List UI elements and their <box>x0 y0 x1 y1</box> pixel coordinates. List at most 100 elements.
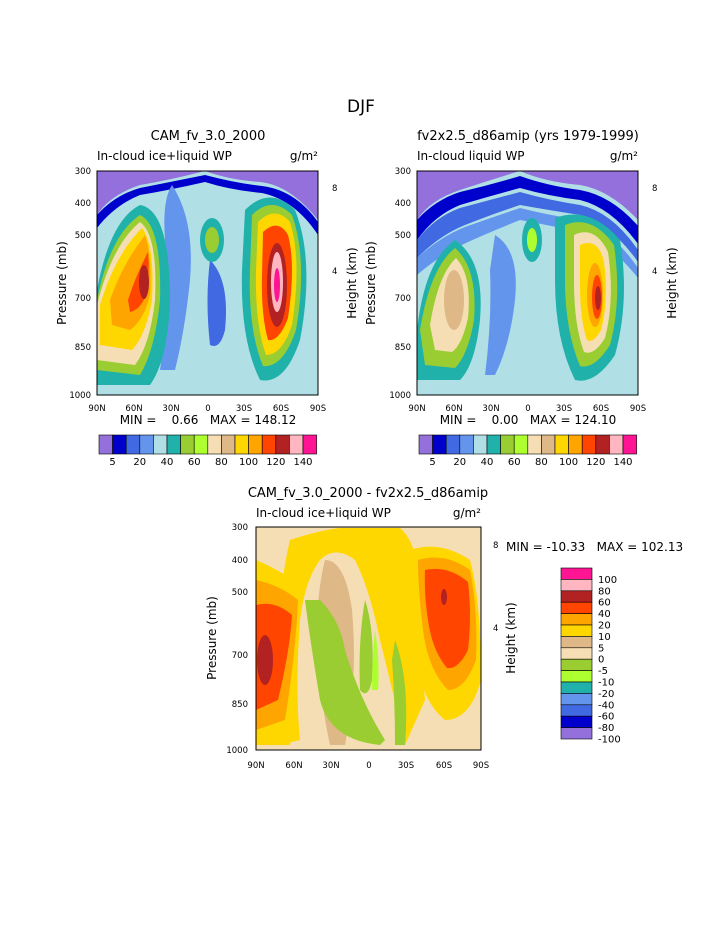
panel-1-frame <box>96 170 319 396</box>
panel-2-ylabel: Pressure (mb) <box>364 241 378 325</box>
cb2-swatch <box>595 434 610 455</box>
panel-2-xtick-90s: 90S <box>630 404 646 414</box>
panel-1-ytick-700: 700 <box>75 294 91 304</box>
panel-1-cb-label-20: 20 <box>133 457 146 468</box>
panel-1-top-band <box>97 171 318 220</box>
panel-2-xtick-30s: 30S <box>556 404 572 414</box>
panel-2-top-band <box>417 171 638 220</box>
panel-3-xtick-30n: 30N <box>322 761 339 771</box>
panel-3-neg-lime <box>372 630 379 690</box>
cb1-swatch <box>221 434 236 455</box>
panel-2-ytick-700: 700 <box>395 294 411 304</box>
panel-3-xtick-90n: 90N <box>247 761 264 771</box>
panel-1-cb-label-5: 5 <box>109 457 115 468</box>
panel-3-positive-low <box>277 528 425 745</box>
cb3-swatch <box>560 693 593 706</box>
cb3-swatch <box>560 681 593 694</box>
panel-1-sh-7 <box>274 268 280 302</box>
cb1-swatch <box>112 434 127 455</box>
panel-2-cb-label-120: 120 <box>586 457 605 468</box>
cb2-swatch <box>581 434 597 455</box>
panel-2-cb-label-20: 20 <box>453 457 466 468</box>
cb2-swatch <box>500 434 515 455</box>
panel-1-ytick-850: 850 <box>75 343 91 353</box>
panel-1-plot <box>96 170 319 396</box>
cb1-swatch <box>248 434 263 455</box>
cb3-swatch <box>560 715 593 728</box>
panel-2-xtick-0: 0 <box>525 404 530 414</box>
panel-3-subtitle: In-cloud ice+liquid WP <box>256 506 391 520</box>
panel-3-ytick-500: 500 <box>232 588 248 598</box>
cb2-swatch <box>609 434 624 455</box>
panel-3-ytick-300: 300 <box>232 523 248 533</box>
cb3-swatch <box>560 613 593 626</box>
panel-1-xtick-90n: 90N <box>88 404 105 414</box>
panel-2: fv2x2.5_d86amip (yrs 1979-1999) In-cloud… <box>364 129 679 468</box>
panel-2-subtitle: In-cloud liquid WP <box>417 149 525 163</box>
cb1-swatch <box>193 434 209 455</box>
cb2-swatch <box>445 434 461 455</box>
panel-1-colorbar <box>98 434 317 455</box>
panel-2-units: g/m² <box>610 149 638 163</box>
panel-2-cb-label-5: 5 <box>429 457 435 468</box>
panel-1-blob-tropic <box>207 260 226 346</box>
panel-2-plot <box>416 170 639 396</box>
panel-1-ytick-400: 400 <box>75 199 91 209</box>
panel-3-rtick-4: 4 <box>493 624 498 634</box>
panel-3-cb-label-20: 20 <box>598 621 611 632</box>
panel-1-cb-label-100: 100 <box>239 457 258 468</box>
panel-3-xtick-60s: 60S <box>436 761 452 771</box>
panel-2-ytick-1000: 1000 <box>389 391 411 401</box>
cb3-swatch <box>560 624 593 637</box>
cb3-swatch <box>560 567 593 580</box>
cb3-swatch <box>560 670 593 683</box>
panel-3-ylabel: Pressure (mb) <box>205 596 219 680</box>
cb1-swatch <box>180 434 195 455</box>
cb2-swatch <box>418 434 433 455</box>
panel-1-xtick-60n: 60N <box>125 404 142 414</box>
cb3-swatch <box>560 727 593 740</box>
cb1-swatch <box>125 434 141 455</box>
panel-1-xtick-0: 0 <box>205 404 210 414</box>
panel-3-sh-red <box>424 568 470 669</box>
cb2-swatch <box>554 434 569 455</box>
cb1-swatch <box>139 434 154 455</box>
cb1-swatch <box>98 434 113 455</box>
cb1-swatch <box>166 434 181 455</box>
panel-3-xtick-0: 0 <box>366 761 371 771</box>
panel-1-subtitle: In-cloud ice+liquid WP <box>97 149 232 163</box>
cb3-swatch <box>560 590 593 603</box>
panel-2-colorbar-labels: 5 20 40 60 80 100 120 140 <box>429 457 632 468</box>
panel-2-minmax: MIN = 0.00 MAX = 124.10 <box>440 413 617 427</box>
panel-1-cb-label-60: 60 <box>188 457 201 468</box>
panel-2-cb-label-40: 40 <box>481 457 494 468</box>
cb1-swatch <box>153 434 168 455</box>
panel-3-cb-label-60: 60 <box>598 598 611 609</box>
panel-2-title: fv2x2.5_d86amip (yrs 1979-1999) <box>417 129 639 144</box>
panel-2-x-ticks: 90N 60N 30N 0 30S 60S 90S <box>408 404 646 414</box>
panel-2-sh-7 <box>595 286 601 310</box>
cb3-swatch <box>560 704 593 717</box>
panel-3-neg-green-3 <box>392 640 407 745</box>
panel-1-colorbar-labels: 5 20 40 60 80 100 120 140 <box>109 457 312 468</box>
panel-3-neg-green-1 <box>305 600 385 745</box>
panel-2-rtick-8: 8 <box>652 184 657 194</box>
page-title: DJF <box>347 97 375 117</box>
panel-2-frame <box>416 170 639 396</box>
cb2-swatch <box>513 434 529 455</box>
cb3-swatch <box>560 636 593 649</box>
cb1-swatch <box>289 434 304 455</box>
panel-2-cb-label-100: 100 <box>559 457 578 468</box>
panel-3-ytick-400: 400 <box>232 556 248 566</box>
cb2-swatch <box>541 434 556 455</box>
panel-3-cb-label-80: 80 <box>598 586 611 597</box>
panel-2-ytick-500: 500 <box>395 231 411 241</box>
panel-3-xtick-30s: 30S <box>398 761 414 771</box>
panel-3-units: g/m² <box>453 506 481 520</box>
panel-2-cb-label-140: 140 <box>613 457 632 468</box>
cb1-swatch <box>302 434 317 455</box>
cb2-swatch <box>473 434 488 455</box>
panel-1-title: CAM_fv_3.0_2000 <box>151 129 266 144</box>
cb1-swatch <box>234 434 249 455</box>
